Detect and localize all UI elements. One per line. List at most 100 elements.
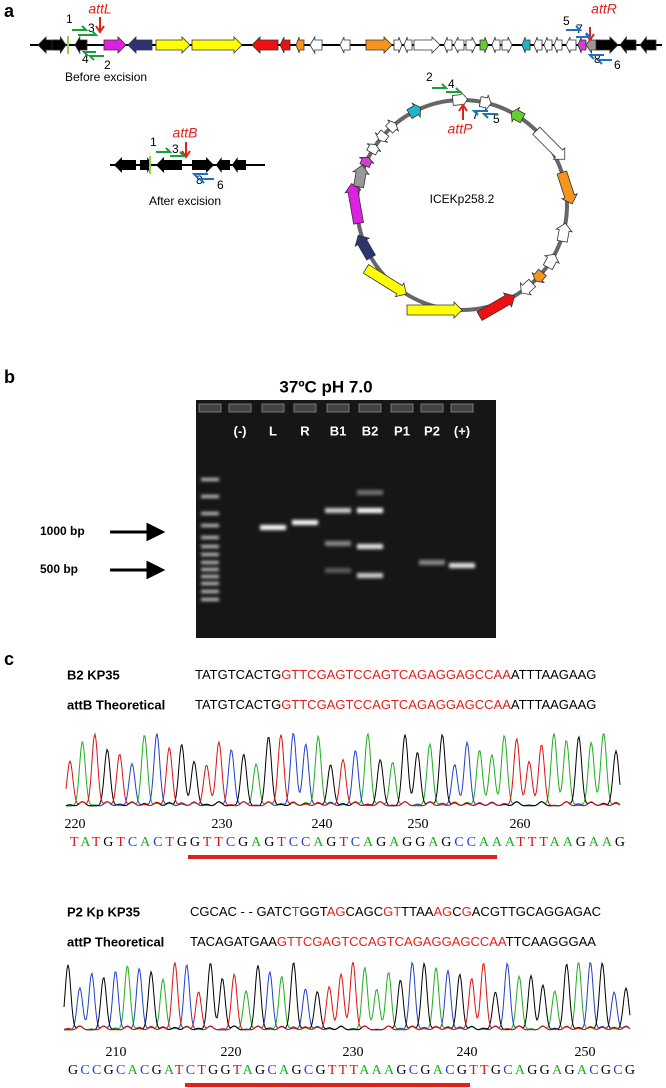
gene: [51, 35, 67, 55]
ladder-band: [201, 478, 219, 481]
well: [261, 403, 285, 413]
well: [228, 403, 252, 413]
lane-label: R: [300, 423, 310, 438]
gene: [510, 106, 526, 124]
sequence: CGCAC - - GATCTGGTAGCAGCGTTTAAAGCGACGTTG…: [190, 904, 601, 919]
gene-group: [344, 182, 364, 225]
position-label: 220: [221, 1045, 242, 1060]
gene: [191, 36, 243, 54]
sequence-segment: GGT: [300, 904, 328, 919]
band: [260, 525, 286, 530]
gene-map: [37, 35, 657, 55]
primer-arrow: [81, 51, 104, 61]
sequence-segment: GT: [383, 904, 401, 919]
band: [419, 560, 445, 565]
gel-bands: (-) L R B1 B2 P1 P2 (+): [198, 403, 475, 601]
primer-arrow: [191, 173, 214, 184]
primer-label: 1: [150, 135, 157, 149]
band: [357, 573, 383, 578]
caption: After excision: [149, 194, 221, 208]
sequence-segment: AG: [327, 904, 346, 919]
sequence-segment: CAGC: [346, 904, 384, 919]
gene: [532, 126, 566, 160]
ladder-band: [201, 568, 219, 571]
well: [326, 403, 350, 413]
gene: [453, 36, 465, 54]
trace: [65, 732, 621, 807]
gene: [103, 36, 127, 54]
well: [390, 403, 414, 413]
primer-label: 4: [82, 52, 89, 66]
gene: [309, 35, 323, 55]
site-arrow: [95, 17, 105, 34]
band: [357, 490, 383, 495]
gene: [354, 234, 376, 261]
gene: [366, 143, 382, 156]
gene: [542, 253, 560, 271]
gene-group: [542, 253, 560, 271]
gene: [251, 36, 279, 54]
gene: [478, 94, 492, 111]
gene: [114, 157, 136, 173]
gene: [553, 36, 563, 54]
gene: [339, 36, 351, 54]
gene: [577, 36, 587, 54]
gene-map: [114, 156, 246, 174]
sequence-segment: AG: [433, 904, 452, 919]
gene: [393, 36, 403, 54]
primer-label: 6: [217, 178, 224, 192]
primer-arrow: [432, 83, 463, 93]
lane-label: (-): [234, 423, 247, 438]
sequence-panel: B2 KP35 TATGTCACTGGTTCGAGTCCAGTCAGAGGAGCC…: [63, 667, 635, 1087]
gene-group: [406, 301, 463, 319]
gene: [533, 36, 543, 54]
marker-arrow: [110, 522, 166, 580]
lane-label: B2: [362, 423, 379, 438]
primer-label: 8: [196, 173, 203, 187]
position-label: 210: [106, 1045, 127, 1060]
sequence-segment: AC: [472, 904, 490, 919]
position-label: 230: [343, 1045, 364, 1060]
gene: [476, 292, 515, 321]
gene: [406, 301, 463, 319]
panel-label: b: [4, 367, 15, 387]
primer-arrow: [566, 25, 593, 38]
primer-label: 2: [426, 70, 433, 84]
band: [325, 568, 351, 573]
ladder-band: [201, 545, 219, 548]
gene: [359, 156, 375, 169]
panel-label: c: [4, 649, 14, 669]
ladder-band: [201, 582, 219, 585]
gene-group: [354, 234, 376, 261]
att-label: attL: [88, 1, 111, 17]
sequence-segment: TATGTCACTG: [195, 697, 281, 712]
sequence-segment: G: [462, 904, 472, 919]
primer-label: 4: [448, 77, 455, 91]
gene: [374, 129, 390, 143]
lane-label: P2: [424, 423, 440, 438]
marker-label: 500 bp: [40, 562, 78, 576]
gene: [501, 36, 513, 54]
gene-map: [344, 90, 578, 321]
att-label: attR: [591, 1, 617, 17]
gene-group: [451, 90, 468, 109]
gene: [279, 36, 291, 54]
gene: [556, 170, 578, 205]
ladder-band: [201, 561, 219, 564]
gene-group: [406, 102, 422, 119]
gene: [385, 119, 399, 134]
gene-group: [359, 156, 375, 169]
ladder-band: [201, 575, 219, 578]
primer-arrow: [587, 54, 612, 65]
trace: [65, 733, 621, 807]
sequence: TATGTCACTGGTTCGAGTCCAGTCAGAGGAGCCAAATTTA…: [195, 667, 596, 682]
sequence-segment: TTAA: [401, 904, 434, 919]
position-label: 260: [510, 817, 531, 832]
ladder-band: [201, 590, 219, 593]
lane-label: (+): [454, 423, 470, 438]
lane-label: L: [269, 423, 277, 438]
well: [420, 403, 444, 413]
band: [449, 563, 475, 568]
trace: [66, 731, 621, 807]
